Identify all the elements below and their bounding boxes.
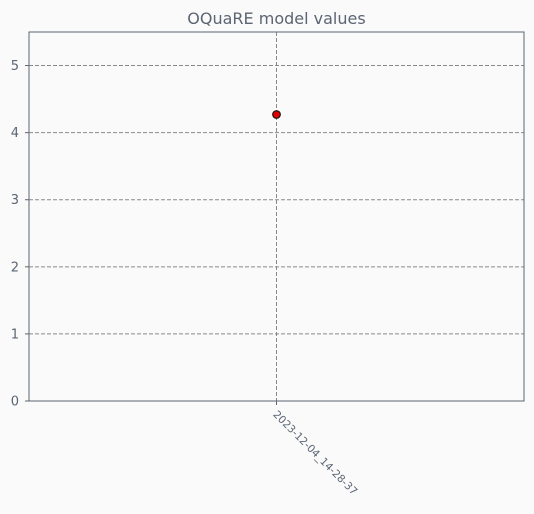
- y-tick-label: 3: [11, 193, 19, 208]
- grid-lines: [29, 32, 524, 401]
- y-tick-label: 0: [11, 395, 19, 410]
- axis-ticks: 0 1 2 3 4 5 2023-12-04_14-28-37: [11, 59, 360, 498]
- y-tick-label: 5: [11, 59, 19, 74]
- y-tick-label: 4: [11, 126, 19, 141]
- x-tick-label: 2023-12-04_14-28-37: [270, 409, 359, 498]
- chart-title: OQuaRE model values: [187, 9, 365, 28]
- y-tick-label: 2: [11, 260, 19, 275]
- y-tick-label: 1: [11, 327, 19, 342]
- data-point: [272, 110, 281, 119]
- data-points: [272, 110, 281, 119]
